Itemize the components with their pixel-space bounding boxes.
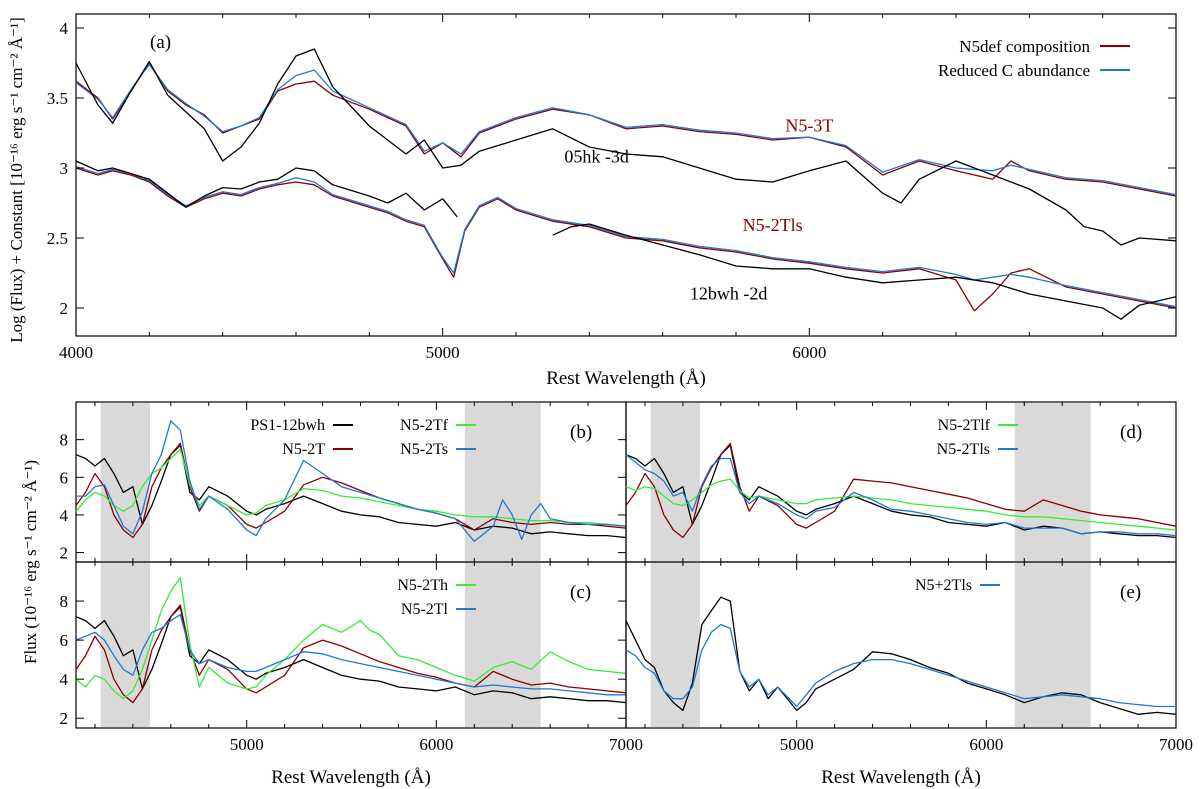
legend-ps1-label: PS1-12bwh [250, 417, 325, 434]
panel-a-x-tick-label: 5000 [426, 343, 460, 362]
panel-b-y-tick-label: 6 [60, 468, 69, 487]
legend-n5-2ts-label: N5-2Ts [400, 441, 448, 458]
panel-a-y-tick-label: 3.5 [47, 89, 68, 108]
panel-c-shaded-band-2 [464, 563, 541, 727]
panel-e-series-ps1-12bwh [625, 596, 1177, 715]
panel-c-series-n5-2th [75, 576, 627, 700]
panel-a-ylabel: Log (Flux) + Constant [10⁻¹⁶ erg s⁻¹ cm⁻… [7, 17, 26, 343]
panel-b-y-tick-label: 2 [60, 544, 69, 563]
annotation-05hk-3d: 05hk -3d [564, 146, 629, 166]
panel-d-series-n5-2tlf [625, 478, 1177, 531]
panel-e-x-tick-label: 5000 [780, 735, 814, 754]
panel-c-series-n5-2tl [75, 614, 626, 696]
panel-b-label: (b) [570, 422, 592, 443]
panel-b: 2 4 6 8 (b) PS1-12bwh N5-2T N5-2Tf N5-2Ts [60, 401, 627, 563]
panel-a-series-n5-2tls-reduced-c-abundance [75, 165, 1177, 308]
panel-c-y-tick-label: 8 [60, 592, 69, 611]
panel-b-shaded-band-2 [464, 403, 541, 561]
panel-e-shaded-band-1 [650, 563, 700, 727]
panel-e: 5000 6000 7000 (e) N5+2Tls Rest Wavelength… [625, 561, 1193, 788]
panel-a-series-n5-2tls-n5def-composition [75, 167, 1177, 312]
panel-d-shaded-band-2 [1014, 403, 1091, 561]
panel-a-series-05hk-3d [75, 48, 1177, 246]
legend-n5-2tlf-label: N5-2Tlf [938, 417, 991, 434]
panel-d: (d) N5-2Tlf N5-2Tls [625, 401, 1177, 563]
panel-b-shaded-band-1 [100, 403, 150, 561]
panel-a-xlabel: Rest Wavelength (Å) [546, 368, 706, 389]
panel-a-label: (a) [150, 32, 171, 53]
legend-n5-2t-label: N5-2T [282, 441, 325, 458]
panel-d-series-n5-2tls [625, 454, 1177, 537]
panel-b-y-tick-label: 4 [60, 506, 69, 525]
panel-c-x-tick-label: 5000 [230, 735, 264, 754]
panel-a-y-tick-label: 3 [60, 159, 69, 178]
panel-b-series-n5-2t [75, 442, 627, 539]
annotation-n5-3t: N5-3T [785, 116, 833, 136]
legend-n5-2tf-label: N5-2Tf [400, 417, 449, 434]
panel-c-xlabel: Rest Wavelength (Å) [271, 767, 431, 788]
panel-c-y-tick-label: 2 [60, 709, 69, 728]
panel-a-y-tick-label: 2 [60, 299, 69, 318]
panel-c-y-tick-label: 4 [60, 670, 69, 689]
panel-a-x-tick-label: 4000 [59, 343, 93, 362]
panel-d-shaded-band-1 [650, 403, 700, 561]
panel-c-x-tick-label: 7000 [609, 735, 643, 754]
panel-a: 4000 5000 6000 2 2.5 3 3.5 4 (a) N5def composit… [7, 13, 1177, 389]
panel-b-series-n5-2ts [76, 420, 627, 542]
legend-n5def-label: N5def composition [959, 37, 1090, 56]
panel-e-xlabel: Rest Wavelength (Å) [821, 767, 981, 788]
panel-b-series-n5-2tf [75, 448, 627, 527]
panel-d-series-n5-2t [625, 442, 1177, 539]
annotation-n5-2tls: N5-2Tls [743, 215, 803, 235]
annotation-12bwh-2d: 12bwh -2d [690, 284, 768, 304]
panel-d-label: (d) [1120, 422, 1142, 443]
panel-e-label: (e) [1120, 582, 1141, 603]
panel-c: 5000 6000 7000 2 4 6 8 (c) N5-2Th N5-2Tl Rest … [60, 561, 643, 788]
panel-d-series-ps1-12bwh [625, 444, 1177, 539]
legend-n5-2th-label: N5-2Th [397, 577, 448, 594]
panel-a-series-12bwh-2d-segment-1 [75, 160, 458, 218]
panel-c-shaded-band-1 [100, 563, 150, 727]
legend-n5-2tls-combined-label: N5+2Tls [915, 577, 972, 594]
panel-c-series-ps1-12bwh [75, 606, 627, 704]
panel-c-y-tick-label: 6 [60, 631, 69, 650]
panel-e-x-tick-label: 6000 [969, 735, 1003, 754]
legend-reduced-c-label: Reduced C abundance [938, 61, 1090, 80]
panel-c-label: (c) [570, 582, 591, 603]
panel-a-y-tick-label: 2.5 [47, 229, 68, 248]
panel-b-y-tick-label: 8 [60, 431, 69, 450]
panel-a-y-tick-label: 4 [60, 19, 69, 38]
legend-n5-2tl-label: N5-2Tl [401, 601, 449, 618]
panel-e-series-n5-2tls [625, 623, 1176, 708]
panel-c-series-n5-2t [75, 604, 627, 704]
panel-e-shaded-band-2 [1014, 563, 1091, 727]
bottom-ylabel: Flux (10⁻¹⁶ erg s⁻¹ cm⁻² Å⁻¹) [21, 460, 40, 664]
panel-b-series-ps1-12bwh [75, 444, 627, 539]
panel-a-series-n5-3t-reduced-c-abundance [75, 63, 1177, 196]
panel-c-x-tick-label: 6000 [419, 735, 453, 754]
panel-a-x-tick-label: 6000 [792, 343, 826, 362]
panel-e-x-tick-label: 7000 [1159, 735, 1193, 754]
legend-n5-2tls-label: N5-2Tls [937, 441, 990, 458]
panel-a-series-n5-3t-n5def-composition [75, 62, 1177, 197]
panel-a-series-12bwh-2d-segment-2 [552, 223, 1177, 320]
